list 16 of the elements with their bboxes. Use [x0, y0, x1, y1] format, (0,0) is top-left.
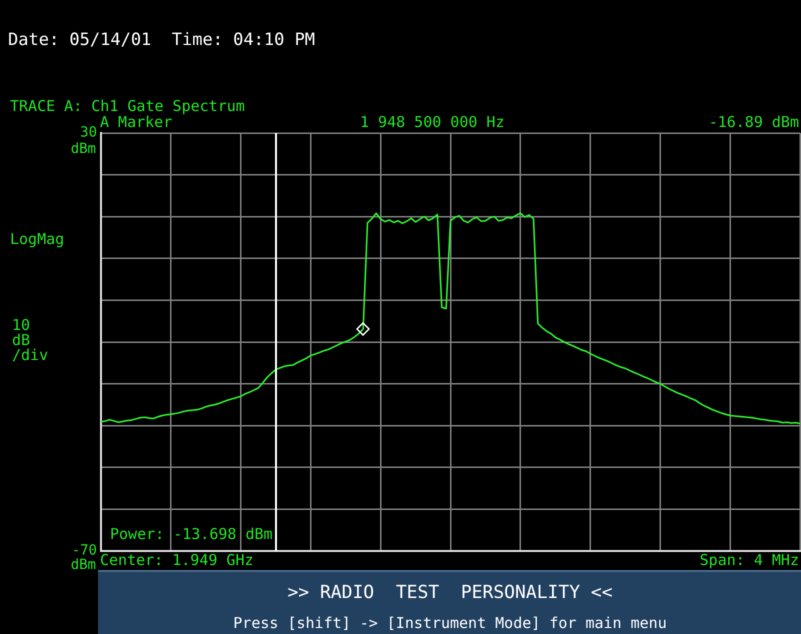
chart-subtitle: Date: 05/14/01 Time: 04:10 PM: [8, 30, 316, 50]
text: A Marker: [100, 113, 172, 131]
y-tick-label: -70: [72, 542, 97, 559]
x-axis-title: Center: 1.949 GHz: [100, 551, 254, 569]
text: -16.89 dBm: [708, 113, 799, 131]
chart-title: TRACE A: Ch1 Gate Spectrum: [10, 97, 245, 115]
annotation: Power: -13.698 dBm: [110, 525, 273, 543]
text: Press [shift] -> [Instrument Mode] for main menu: [233, 614, 667, 632]
text: 1 948 500 000 Hz: [360, 113, 504, 131]
text: dBm: [70, 141, 96, 157]
y-tick-label: 30: [80, 124, 97, 141]
y-axis-title: LogMag: [10, 230, 64, 248]
text: >> RADIO TEST PERSONALITY <<: [287, 582, 613, 603]
text: dBm: [70, 557, 96, 573]
text: 10 dB /div: [12, 316, 48, 364]
annotation: Span: 4 MHz: [700, 551, 799, 569]
